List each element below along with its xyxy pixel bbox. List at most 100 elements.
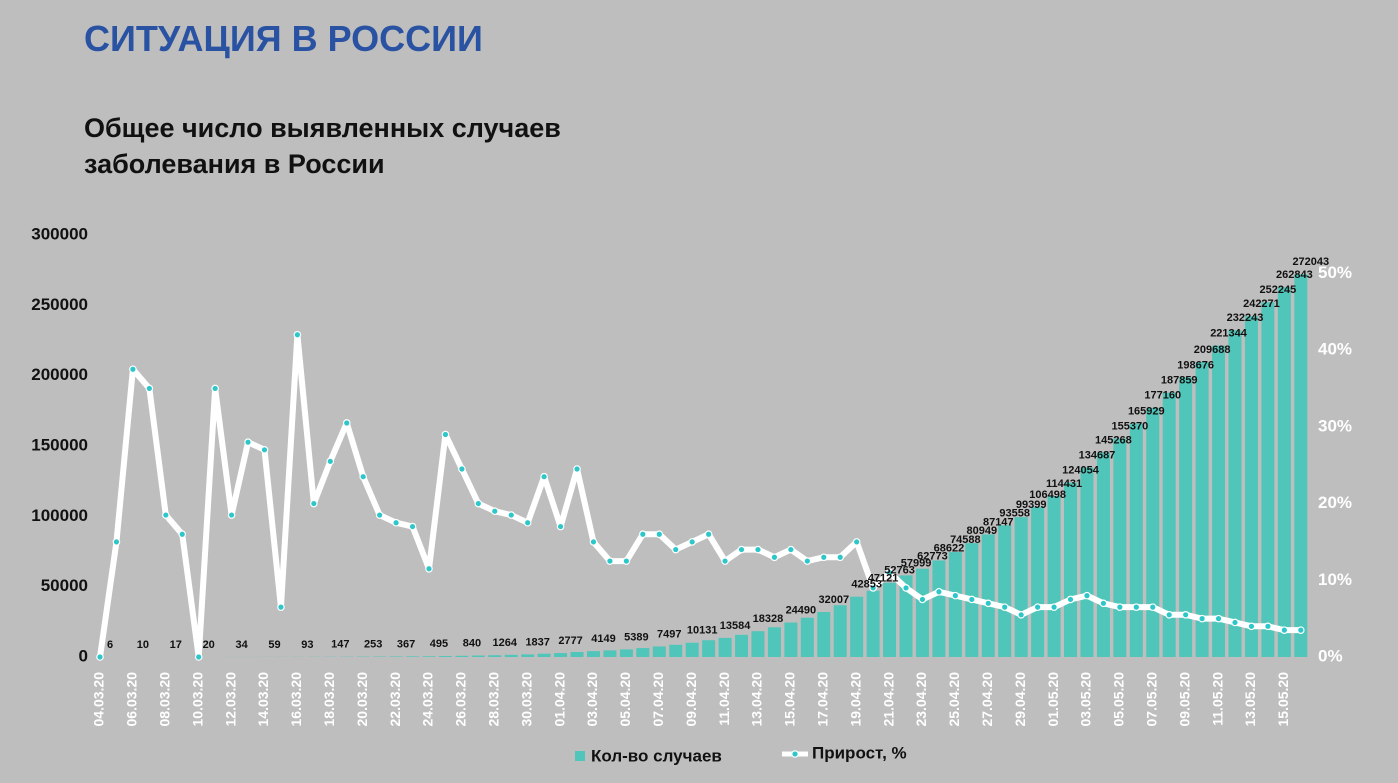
bar	[570, 652, 584, 657]
x-tick-label: 07.04.20	[650, 672, 666, 727]
growth-marker	[310, 499, 318, 508]
x-tick-label: 05.04.20	[617, 672, 633, 727]
bar	[998, 525, 1012, 657]
bar	[438, 656, 452, 657]
x-tick-label: 05.05.20	[1111, 672, 1127, 727]
data-label: 87147	[983, 516, 1014, 528]
bar	[488, 655, 502, 657]
x-tick-label: 13.05.20	[1242, 672, 1258, 727]
y2-tick-label: 50%	[1318, 263, 1352, 282]
data-label: 17	[170, 639, 182, 651]
x-tick-label: 15.04.20	[782, 672, 798, 727]
growth-marker	[704, 530, 713, 539]
growth-marker	[441, 430, 450, 439]
growth-marker	[194, 653, 203, 661]
data-label: 1837	[525, 636, 549, 648]
bar	[1014, 517, 1028, 657]
data-label: 187859	[1161, 375, 1198, 387]
y-tick-label: 300000	[31, 224, 88, 243]
growth-marker	[96, 653, 104, 661]
legend-label: Прирост, %	[812, 743, 907, 762]
growth-marker	[1083, 591, 1091, 600]
legend-swatch	[575, 751, 585, 761]
data-label: 106498	[1029, 489, 1066, 501]
bar	[586, 651, 600, 657]
growth-marker	[836, 553, 845, 562]
bar	[948, 552, 962, 657]
growth-marker	[523, 518, 532, 527]
growth-marker	[1066, 595, 1075, 604]
data-label: 52763	[884, 565, 915, 577]
growth-marker	[639, 530, 647, 539]
x-tick-label: 28.03.20	[485, 672, 501, 727]
data-label: 1264	[493, 637, 518, 649]
growth-marker	[951, 591, 960, 600]
growth-marker	[1231, 618, 1239, 627]
data-label: 24490	[786, 604, 817, 616]
bar	[899, 575, 913, 657]
x-tick-label: 08.03.20	[157, 672, 173, 727]
data-label: 6	[107, 639, 113, 651]
bar	[1244, 316, 1258, 657]
data-label: 99399	[1016, 499, 1047, 511]
growth-marker	[885, 568, 894, 577]
growth-marker	[721, 557, 729, 565]
bar	[1113, 438, 1127, 657]
x-tick-label: 30.03.20	[518, 672, 534, 727]
x-tick-label: 26.03.20	[453, 672, 469, 727]
bar	[1047, 496, 1061, 657]
bar	[981, 534, 995, 657]
x-tick-label: 06.03.20	[124, 672, 140, 727]
bar	[784, 622, 798, 657]
data-label: 59	[268, 639, 280, 651]
growth-marker	[392, 518, 400, 527]
growth-marker	[293, 330, 302, 339]
growth-marker	[803, 557, 812, 565]
data-label: 198676	[1177, 359, 1214, 371]
growth-marker	[1280, 626, 1289, 634]
bar	[1129, 423, 1143, 657]
bar	[850, 596, 864, 657]
growth-marker	[622, 557, 631, 565]
growth-marker	[1116, 603, 1124, 611]
data-label: 93558	[999, 507, 1030, 519]
growth-marker	[556, 522, 565, 531]
growth-marker	[1297, 626, 1305, 634]
x-tick-label: 16.03.20	[288, 672, 304, 727]
data-label: 367	[397, 638, 415, 650]
bar	[636, 648, 650, 657]
bar	[1261, 302, 1275, 657]
bar	[455, 655, 469, 657]
growth-marker	[819, 553, 828, 562]
x-tick-label: 03.05.20	[1078, 672, 1094, 727]
x-tick-label: 20.03.20	[354, 672, 370, 727]
legend-label: Кол-во случаев	[591, 746, 722, 765]
growth-marker	[1247, 622, 1256, 631]
growth-marker	[918, 595, 927, 604]
bar	[1080, 467, 1094, 657]
growth-marker	[606, 557, 614, 565]
growth-marker	[1017, 610, 1025, 619]
data-label: 7497	[657, 628, 681, 640]
growth-marker	[211, 384, 219, 393]
bar	[1146, 407, 1160, 657]
x-tick-label: 12.03.20	[222, 672, 238, 727]
data-label: 80949	[967, 525, 998, 537]
growth-marker	[145, 384, 154, 393]
bar	[915, 568, 929, 657]
growth-marker	[1000, 603, 1009, 611]
x-tick-label: 24.03.20	[420, 672, 436, 727]
data-label: 147	[331, 639, 349, 651]
legend-marker	[791, 750, 799, 758]
x-tick-label: 15.05.20	[1275, 672, 1291, 727]
data-label: 20	[203, 639, 215, 651]
x-tick-label: 11.04.20	[716, 672, 732, 726]
growth-marker	[161, 511, 170, 519]
bar	[389, 656, 403, 657]
bar	[406, 656, 420, 657]
growth-marker	[902, 584, 910, 592]
bar	[422, 656, 436, 657]
growth-marker	[425, 564, 433, 573]
